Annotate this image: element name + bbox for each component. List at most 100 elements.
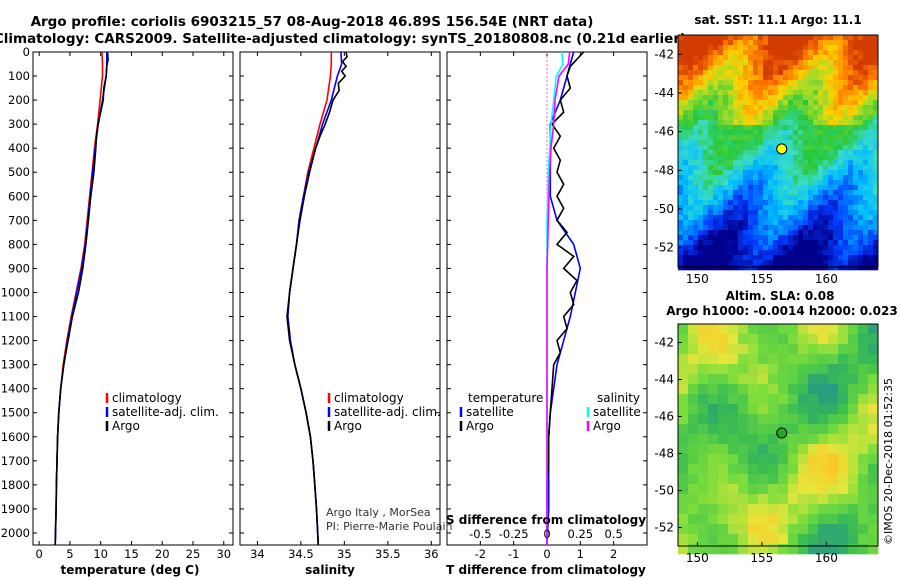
sst-cell	[808, 265, 814, 271]
s-tick-label: -0.25	[499, 527, 529, 541]
sst-cell	[693, 175, 699, 181]
sst-cell	[753, 235, 759, 241]
sst-cell	[768, 155, 774, 161]
sst-cell	[723, 115, 729, 121]
sst-cell	[818, 160, 824, 166]
sst-cell	[773, 265, 779, 271]
sst-cell	[788, 70, 794, 76]
sst-cell	[853, 210, 859, 216]
sst-cell	[703, 110, 709, 116]
sst-cell	[773, 85, 779, 91]
sst-cell	[768, 35, 774, 41]
sst-cell	[708, 175, 714, 181]
sst-cell	[798, 235, 804, 241]
sst-cell	[853, 110, 859, 116]
sst-cell	[873, 185, 879, 191]
sst-cell	[798, 250, 804, 256]
sst-cell	[818, 130, 824, 136]
sst-cell	[868, 105, 874, 111]
sst-cell	[713, 190, 719, 196]
sst-cell	[758, 50, 764, 56]
sst-cell	[793, 145, 799, 151]
sst-cell	[683, 255, 689, 261]
sst-cell	[813, 195, 819, 201]
sst-cell	[718, 195, 724, 201]
sst-cell	[723, 175, 729, 181]
sla-cell	[808, 494, 819, 505]
sst-cell	[743, 265, 749, 271]
sst-cell	[763, 110, 769, 116]
sst-cell	[843, 90, 849, 96]
sst-cell	[848, 70, 854, 76]
sst-cell	[778, 160, 784, 166]
sla-cell	[778, 504, 789, 515]
sst-cell	[768, 215, 774, 221]
sst-cell	[843, 195, 849, 201]
sst-cell	[718, 175, 724, 181]
sla-cell	[858, 424, 869, 435]
sst-cell	[718, 160, 724, 166]
sst-cell	[728, 170, 734, 176]
sst-cell	[693, 135, 699, 141]
sst-cell	[718, 215, 724, 221]
sst-cell	[838, 245, 844, 251]
sst-cell	[743, 55, 749, 61]
sla-cell	[768, 544, 779, 555]
sla-cell	[868, 364, 879, 375]
sst-cell	[823, 65, 829, 71]
sla-cell	[738, 444, 749, 455]
sst-cell	[763, 100, 769, 106]
sst-cell	[778, 255, 784, 261]
sla-cell	[788, 534, 799, 545]
sst-cell	[843, 45, 849, 51]
sst-cell	[738, 220, 744, 226]
sst-cell	[743, 75, 749, 81]
sst-cell	[703, 90, 709, 96]
sst-cell	[813, 230, 819, 236]
sst-cell	[758, 265, 764, 271]
sla-cell	[788, 324, 799, 335]
sst-cell	[853, 255, 859, 261]
sst-cell	[813, 245, 819, 251]
sla-cell	[838, 394, 849, 405]
sla-cell	[718, 444, 729, 455]
sst-cell	[753, 230, 759, 236]
sst-cell	[708, 180, 714, 186]
sst-cell	[678, 160, 684, 166]
sst-cell	[848, 170, 854, 176]
sst-cell	[873, 160, 879, 166]
sst-cell	[738, 140, 744, 146]
sst-cell	[858, 40, 864, 46]
sst-cell	[768, 140, 774, 146]
sst-cell	[718, 245, 724, 251]
sst-cell	[693, 105, 699, 111]
sst-cell	[828, 125, 834, 131]
sla-cell	[688, 524, 699, 535]
sst-cell	[723, 140, 729, 146]
sst-cell	[793, 220, 799, 226]
sst-cell	[828, 90, 834, 96]
sst-cell	[783, 215, 789, 221]
sst-cell	[753, 40, 759, 46]
sst-cell	[683, 60, 689, 66]
sst-cell	[833, 215, 839, 221]
sst-cell	[713, 250, 719, 256]
sst-cell	[808, 215, 814, 221]
sla-cell	[808, 534, 819, 545]
sst-cell	[773, 175, 779, 181]
sst-cell	[868, 35, 874, 41]
sst-cell	[753, 180, 759, 186]
sst-cell	[713, 115, 719, 121]
sst-cell	[713, 90, 719, 96]
sst-cell	[818, 230, 824, 236]
sst-cell	[793, 60, 799, 66]
sst-cell	[748, 260, 754, 266]
sst-cell	[683, 185, 689, 191]
sst-cell	[813, 165, 819, 171]
sla-cell	[808, 544, 819, 555]
sst-cell	[678, 130, 684, 136]
sla-cell	[838, 544, 849, 555]
sst-cell	[868, 125, 874, 131]
sst-cell	[763, 115, 769, 121]
sst-cell	[768, 100, 774, 106]
